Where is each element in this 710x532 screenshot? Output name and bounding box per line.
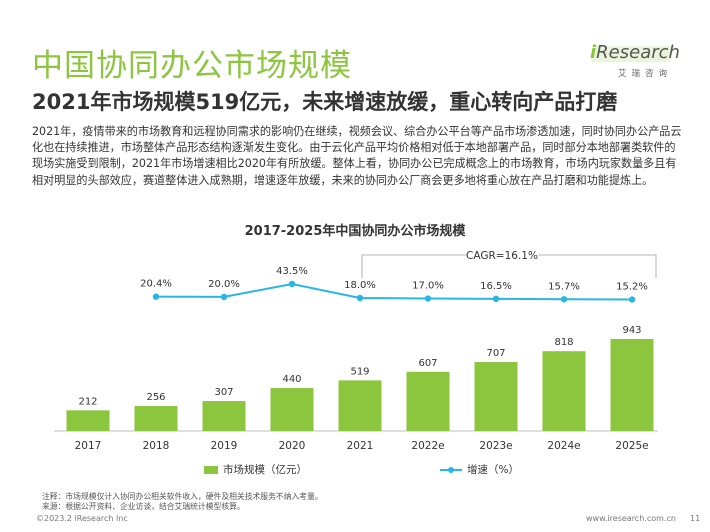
bar-label-2023e: 707	[486, 348, 505, 359]
growth-point-2019	[220, 293, 228, 301]
growth-label-2021: 18.0%	[344, 280, 376, 291]
growth-point-2018	[152, 293, 160, 300]
cagr-label: CAGR=16.1%	[466, 250, 538, 262]
bar-label-2025e: 943	[622, 325, 641, 336]
logo-wordmark: iResearch	[590, 42, 680, 63]
growth-point-2020	[288, 280, 296, 288]
x-tick-2019: 2019	[211, 440, 238, 452]
logo-i: i	[590, 42, 597, 63]
growth-label-2023e: 16.5%	[480, 281, 512, 292]
growth-point-2021	[356, 294, 364, 302]
growth-point-2024e	[560, 296, 568, 303]
growth-value-labels: 20.4% 20.0% 43.5% 18.0% 17.0% 16.5% 15.7% 15.2%	[140, 266, 648, 293]
copyright: ©2023.2 iResearch Inc	[36, 514, 128, 523]
growth-label-2019: 20.0%	[208, 279, 240, 290]
website-link[interactable]: www.iresearch.com.cn	[586, 514, 676, 523]
bar-2024e	[542, 351, 586, 431]
growth-point-2022e	[424, 295, 432, 302]
bar-2021	[338, 380, 382, 431]
page-title: 中国协同办公市场规模	[32, 48, 352, 84]
logo-word-rest: Research	[596, 42, 680, 63]
x-tick-2022e: 2022e	[411, 440, 444, 452]
x-tick-labels: 2017 2018 2019 2020 2021 2022e 2023e 2024e 2025e	[75, 440, 649, 452]
bar-series	[66, 339, 654, 431]
description-paragraph: 2021年，疫情带来的市场教育和远程协同需求的影响仍在继续，视频会议、综合办公平…	[32, 125, 682, 187]
growth-point-2025e	[628, 296, 636, 303]
legend-growth-label: 增速（%）	[467, 464, 519, 476]
growth-point-2023e	[492, 295, 500, 303]
chart-title: 2017-2025年中国协同办公市场规模	[244, 224, 466, 239]
legend-bar-swatch	[204, 465, 218, 474]
growth-line	[155, 282, 633, 301]
legend-market-size-label: 市场规模（亿元）	[223, 464, 307, 476]
bar-2018	[134, 406, 178, 431]
growth-points	[152, 280, 636, 303]
logo-chinese: 艾瑞咨询	[618, 69, 673, 79]
x-tick-2024e: 2024e	[547, 440, 580, 452]
x-tick-2023e: 2023e	[479, 440, 512, 452]
growth-label-2024e: 15.7%	[548, 281, 580, 292]
bar-label-2021: 519	[350, 366, 369, 377]
growth-label-2018: 20.4%	[140, 279, 172, 290]
legend-line-swatch	[440, 466, 462, 473]
bar-2020	[270, 388, 314, 431]
x-tick-2018: 2018	[143, 440, 170, 452]
bar-label-2022e: 607	[418, 358, 437, 369]
bar-label-2018: 256	[146, 392, 165, 403]
bar-2022e	[406, 371, 450, 431]
legend-item-market-size: 市场规模（亿元）	[204, 462, 307, 477]
bar-label-2017: 212	[78, 396, 97, 407]
x-tick-2020: 2020	[279, 440, 306, 452]
chart-note: 注释：市场规模仅计入协同办公相关软件收入，硬件及相关技术服务不纳入考量。	[42, 492, 323, 501]
bar-label-2024e: 818	[554, 337, 573, 348]
chart-source: 来源：根据公开资料、企业访谈，结合艾瑞统计模型核算。	[42, 502, 245, 511]
x-tick-2021: 2021	[347, 440, 374, 452]
iresearch-logo: iResearch 艾瑞咨询	[590, 42, 680, 80]
growth-label-2020: 43.5%	[276, 266, 308, 277]
growth-label-2022e: 17.0%	[412, 281, 444, 292]
page-subtitle: 2021年市场规模519亿元，未来增速放缓，重心转向产品打磨	[32, 90, 618, 114]
x-tick-2025e: 2025e	[615, 440, 648, 452]
bar-2017	[66, 410, 110, 431]
cagr-label-bg	[466, 248, 538, 262]
bar-2019	[202, 401, 246, 431]
x-tick-2017: 2017	[75, 440, 102, 452]
bar-value-labels: 212 256 307 440 519 607 707 818 943	[78, 325, 641, 407]
page-number: 11	[690, 514, 701, 523]
cagr-bracket: CAGR=16.1%	[361, 248, 657, 278]
legend-item-growth: 增速（%）	[440, 462, 519, 477]
bar-label-2020: 440	[282, 374, 301, 385]
bar-2025e	[610, 339, 654, 431]
growth-label-2025e: 15.2%	[616, 282, 648, 293]
bar-2023e	[474, 362, 518, 431]
bar-label-2019: 307	[214, 387, 233, 398]
